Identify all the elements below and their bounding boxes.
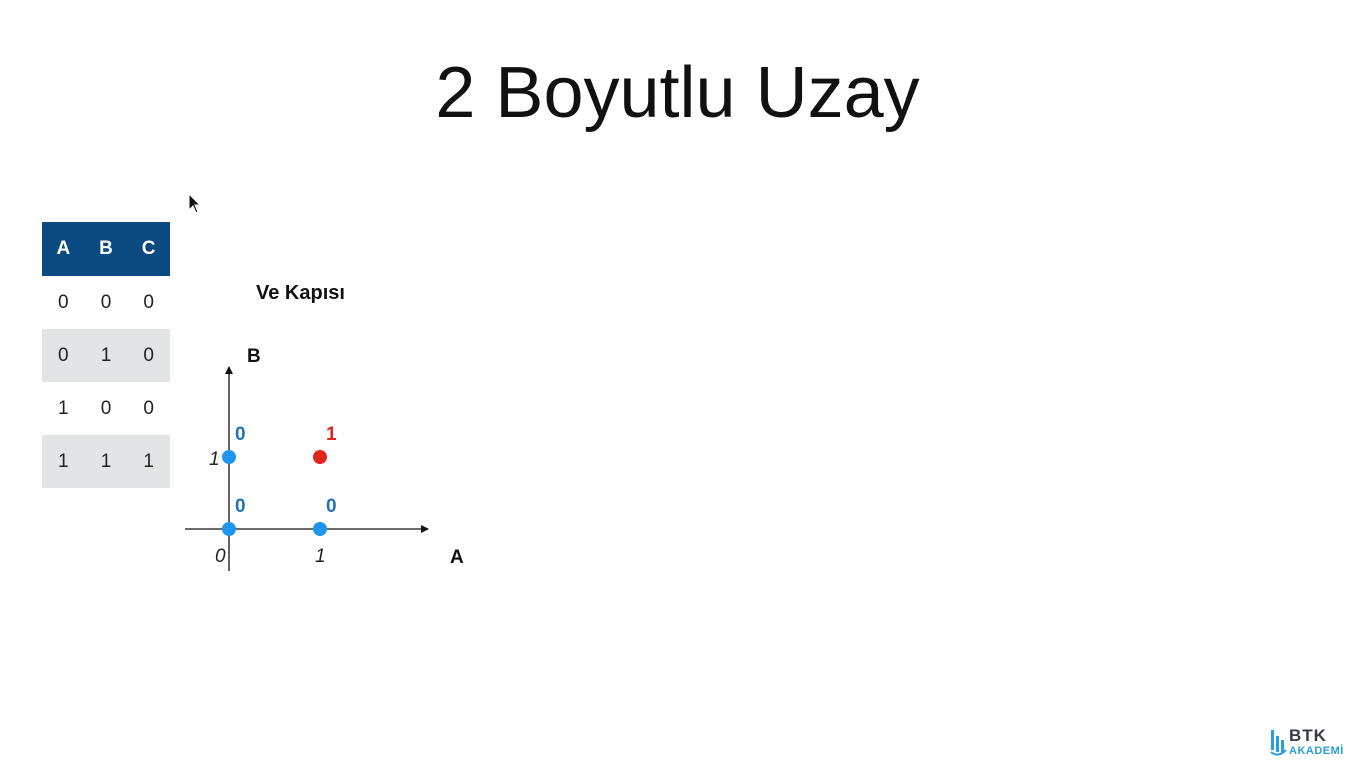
truth-table: A B C 0 0 0 0 1 0 1 0 0 1 1	[42, 222, 170, 488]
table-cell: 0	[42, 329, 85, 382]
header-cell-c: C	[127, 222, 170, 276]
data-point	[313, 522, 327, 536]
table-cell: 1	[84, 435, 128, 488]
table-cell: 1	[42, 382, 85, 435]
header-cell-a: A	[42, 222, 85, 276]
logo-text-btk: BTK	[1289, 726, 1327, 745]
data-point	[222, 450, 236, 464]
table-cell: 0	[84, 276, 128, 329]
slide-title: 2 Boyutlu Uzay	[435, 53, 920, 133]
table-cell: 0	[127, 382, 170, 435]
data-point-label: 0	[235, 424, 246, 445]
mouse-pointer-icon	[188, 193, 202, 214]
x-tick-label: 0	[215, 546, 226, 567]
logo-text-akademi: AKADEMİ	[1289, 745, 1344, 757]
table-row: 0 0 0	[42, 276, 170, 329]
table-row: 1 0 0	[42, 382, 170, 435]
header-cell-b: B	[84, 222, 128, 276]
table-row: 0 1 0	[42, 329, 170, 382]
chart-title: Ve Kapısı	[256, 282, 345, 304]
data-point-label: 0	[326, 496, 337, 517]
table-cell: 1	[84, 329, 128, 382]
y-tick-label: 1	[209, 449, 220, 470]
chart-marks: 0 110 00 1	[209, 424, 337, 567]
y-axis-label: B	[247, 346, 261, 367]
x-tick-label: 1	[315, 546, 326, 567]
data-point-label: 1	[326, 424, 337, 445]
data-point-label: 0	[235, 496, 246, 517]
truth-table-header: A B C	[42, 222, 170, 276]
table-cell: 1	[127, 435, 170, 488]
btk-akademi-logo: BTK AKADEMİ	[1268, 726, 1350, 760]
data-point	[222, 522, 236, 536]
table-cell: 0	[127, 329, 170, 382]
table-cell: 0	[42, 276, 85, 329]
table-cell: 0	[84, 382, 128, 435]
table-cell: 0	[127, 276, 170, 329]
x-axis-label: A	[450, 547, 464, 568]
table-row: 1 1 1	[42, 435, 170, 488]
data-point	[313, 450, 327, 464]
table-cell: 1	[42, 435, 85, 488]
btk-bars-icon	[1270, 730, 1287, 756]
